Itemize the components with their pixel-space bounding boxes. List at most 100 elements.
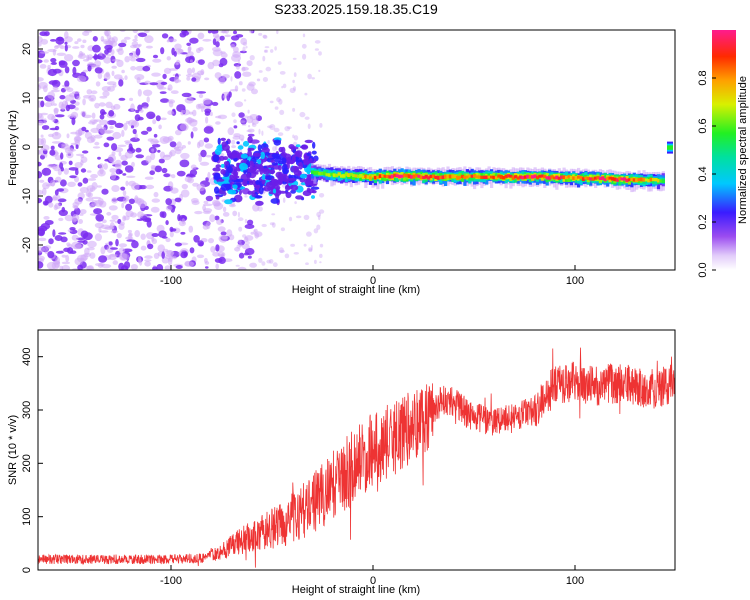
spectrogram-noise-blob [89, 252, 96, 259]
spectrogram-noise-blob [97, 263, 104, 268]
spectrogram-noise-blob [259, 186, 264, 195]
spectrogram-noise-blob [90, 97, 94, 101]
spectrogram-signal-cell [480, 175, 484, 179]
spectrogram-noise-blob [183, 251, 188, 257]
spectrogram-noise-blob [304, 116, 310, 120]
spectrogram-signal-cell [545, 173, 549, 179]
colorbar-tick: 0.2 [697, 214, 709, 229]
spectrogram-noise-blob [152, 58, 162, 63]
spectrogram-noise-blob [248, 125, 251, 128]
spectrogram-noise-blob [272, 262, 278, 268]
spectrogram-noise-blob [180, 189, 190, 198]
spectrogram-noise-blob [220, 231, 227, 236]
spectrogram-noise-blob [109, 126, 114, 129]
spectrogram-signal-cell [315, 170, 319, 175]
spectrogram-noise-blob [307, 73, 312, 80]
spectrogram-noise-blob [61, 206, 66, 213]
spectrogram-noise-blob [280, 227, 285, 232]
spectrogram-noise-blob [184, 261, 195, 267]
spectrogram-x-tick: 0 [370, 275, 376, 287]
spectrogram-noise-blob [60, 179, 67, 187]
spectrogram-noise-blob [152, 266, 158, 270]
spectrogram-noise-blob [205, 195, 214, 202]
colorbar-ticks: 0.0 0.2 0.4 0.6 0.8 [697, 70, 716, 278]
spectrogram-noise-blob [212, 167, 221, 172]
spectrogram-signal-cell [509, 174, 513, 178]
spectrogram-noise-blob [242, 140, 250, 147]
spectrogram-noise-blob [38, 246, 46, 253]
spectrogram-noise-blob [69, 250, 77, 254]
spectrogram-noise-blob [174, 197, 182, 203]
spectrogram-noise-blob [266, 259, 272, 264]
spectrogram-noise-blob [71, 234, 79, 241]
spectrogram-noise-blob [135, 57, 146, 63]
spectrogram-noise-blob [67, 148, 77, 152]
spectrogram-noise-blob [282, 83, 287, 89]
spectrogram-noise-blob [161, 251, 165, 259]
spectrogram-noise-blob [197, 70, 204, 76]
spectrogram-noise-blob [275, 144, 278, 151]
spectrogram-noise-blob [175, 129, 182, 136]
spectrogram-noise-blob [111, 70, 115, 77]
spectrogram-noise-blob [304, 92, 308, 96]
spectrogram-signal-cell [354, 174, 358, 178]
spectrogram-noise-blob [191, 77, 197, 82]
spectrogram-signal-cell [492, 175, 496, 180]
spectrogram-noise-blob [233, 30, 237, 35]
spectrogram-noise-blob [67, 181, 76, 187]
spectrogram-noise-blob [118, 151, 122, 157]
spectrogram-signal-cell [313, 171, 317, 175]
spectrogram-noise-blob [111, 143, 118, 151]
spectrogram-noise-blob [237, 239, 242, 244]
spectrogram-signal-cell [557, 176, 561, 180]
spectrogram-noise-blob [53, 108, 59, 116]
spectrogram-noise-blob [166, 250, 175, 256]
spectrogram-noise-blob [113, 74, 123, 80]
spectrogram-noise-blob [92, 44, 101, 53]
spectrogram-noise-blob [240, 37, 248, 46]
spectrogram-noise-blob [219, 35, 225, 41]
spectrogram-signal-cell [359, 174, 363, 178]
spectrogram-noise-blob [167, 84, 173, 91]
spectrogram-noise-blob [78, 219, 83, 224]
spectrogram-noise-blob [74, 41, 79, 45]
spectrogram-signal-cell [385, 174, 390, 178]
spectrogram-noise-blob [93, 119, 102, 122]
spectrogram-signal-cell [584, 176, 588, 180]
spectrogram-noise-blob [118, 247, 126, 254]
spectrogram-noise-blob [248, 30, 254, 34]
spectrogram-noise-blob [134, 35, 138, 40]
spectrogram-noise-blob [232, 210, 238, 217]
spectrogram-noise-blob [105, 101, 113, 109]
spectrogram-signal-cell [473, 174, 477, 178]
spectrogram-signal-cell [639, 177, 644, 182]
snr-y-tick: 200 [21, 454, 33, 472]
spectrogram-noise-blob [292, 134, 295, 139]
spectrogram-signal-cell [417, 174, 421, 178]
spectrogram-noise-blob [92, 55, 103, 60]
spectrogram-noise-blob [293, 86, 296, 91]
spectrogram-noise-blob [237, 239, 245, 246]
spectrogram-noise-blob [213, 172, 221, 181]
spectrogram-noise-blob [158, 158, 165, 164]
spectrogram-noise-blob [211, 101, 219, 106]
spectrogram-signal-cell [572, 176, 576, 180]
spectrogram-noise-blob [92, 36, 98, 42]
spectrogram-signal-cell [378, 174, 382, 178]
spectrogram-noise-blob [242, 41, 248, 46]
spectrogram-signal-cell [659, 179, 663, 183]
spectrogram-noise-blob [50, 39, 57, 42]
spectrogram-noise-blob [247, 190, 253, 195]
colorbar: 0.0 0.2 0.4 0.6 0.8 Normalized spectral … [697, 30, 749, 278]
spectrogram-noise-blob [145, 45, 153, 49]
spectrogram-noise-blob [262, 173, 266, 181]
spectrogram-noise-blob [77, 182, 83, 187]
spectrogram-noise-blob [169, 141, 177, 148]
spectrogram-noise-blob [237, 266, 247, 270]
spectrogram-noise-blob [160, 117, 167, 121]
spectrogram-noise-blob [72, 46, 80, 49]
spectrogram-noise-blob [224, 183, 232, 189]
spectrogram-noise-blob [52, 86, 59, 90]
spectrogram-noise-blob [74, 101, 80, 106]
